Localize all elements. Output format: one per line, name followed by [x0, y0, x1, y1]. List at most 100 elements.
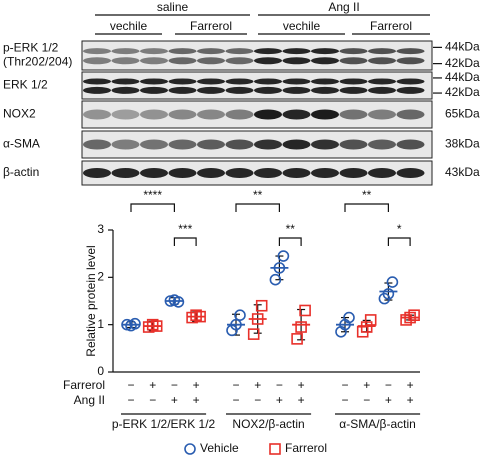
- band: [225, 86, 254, 94]
- data-point: [386, 276, 399, 288]
- size-label: 43kDa: [445, 165, 480, 179]
- row-label: (Thr202/204): [3, 55, 72, 69]
- data-point: [234, 309, 246, 322]
- group-label: NOX2/β-actin: [232, 417, 304, 431]
- condition-sign: −: [149, 393, 156, 407]
- data-point: [299, 304, 311, 317]
- data-point: [269, 273, 282, 286]
- subgroup-label: Farrerol: [190, 19, 232, 33]
- y-tick-label: 1: [97, 317, 104, 331]
- condition-sign: −: [127, 393, 134, 407]
- significance-label: **: [286, 222, 296, 236]
- data-point: [146, 318, 159, 331]
- band: [368, 109, 396, 120]
- band: [111, 109, 140, 120]
- band: [140, 109, 168, 120]
- data-point: [291, 333, 303, 345]
- significance-bracket: [130, 203, 175, 212]
- significance-label: **: [362, 188, 372, 202]
- band: [282, 168, 311, 178]
- y-tick-label: 0: [97, 364, 104, 378]
- band: [140, 168, 168, 178]
- band: [225, 48, 254, 55]
- group-label: p-ERK 1/2/ERK 1/2: [112, 417, 216, 431]
- band: [254, 168, 282, 178]
- condition-sign: +: [407, 378, 414, 392]
- band: [339, 86, 368, 94]
- size-label: 44kDa: [445, 40, 480, 54]
- subgroup-label: Farrerol: [370, 19, 412, 33]
- band: [140, 48, 168, 55]
- condition-sign: −: [127, 378, 134, 392]
- significance-bracket: [173, 237, 197, 246]
- condition-sign: +: [385, 393, 392, 407]
- significance-label: *: [397, 222, 402, 236]
- data-point: [190, 309, 202, 322]
- blot-panel: [81, 40, 433, 71]
- group-label: saline: [157, 0, 189, 14]
- band: [368, 78, 396, 85]
- band: [282, 57, 311, 65]
- condition-sign: +: [171, 393, 178, 407]
- band: [83, 78, 111, 85]
- condition-sign: −: [341, 393, 348, 407]
- band: [311, 109, 339, 120]
- band: [83, 168, 111, 178]
- blot-panel: [81, 71, 433, 100]
- row-label: ERK 1/2: [3, 78, 48, 92]
- band: [197, 168, 225, 178]
- row-label: α-SMA: [3, 137, 40, 151]
- data-point: [360, 321, 373, 333]
- condition-sign: +: [276, 393, 283, 407]
- data-point: [273, 262, 286, 274]
- row-label: β-actin: [3, 165, 39, 179]
- band: [111, 78, 140, 85]
- band: [225, 109, 254, 120]
- data-point: [382, 288, 395, 300]
- band: [396, 139, 425, 150]
- band: [282, 86, 311, 94]
- condition-sign: +: [193, 393, 200, 407]
- condition-sign: −: [276, 378, 283, 392]
- band: [339, 139, 368, 150]
- condition-sign: +: [298, 393, 305, 407]
- band: [140, 86, 168, 94]
- significance-label: ***: [178, 222, 192, 236]
- band: [282, 48, 311, 55]
- data-point: [343, 311, 355, 324]
- condition-sign: +: [407, 393, 414, 407]
- size-label: 42kDa: [445, 85, 480, 99]
- data-point: [129, 317, 141, 330]
- row-label: NOX2: [3, 107, 36, 121]
- group-label: α-SMA/β-actin: [339, 417, 416, 431]
- band: [368, 139, 396, 150]
- band: [168, 86, 197, 94]
- significance-label: **: [253, 188, 263, 202]
- band: [254, 86, 282, 94]
- data-point: [295, 321, 307, 333]
- data-point: [277, 250, 290, 262]
- data-point: [230, 318, 242, 331]
- band: [83, 86, 111, 94]
- band: [168, 139, 197, 150]
- condition-sign: −: [232, 393, 239, 407]
- data-point: [142, 321, 155, 333]
- band: [396, 109, 425, 120]
- band: [339, 57, 368, 65]
- condition-sign: +: [254, 378, 261, 392]
- band: [225, 57, 254, 65]
- band: [168, 168, 197, 178]
- data-point: [404, 311, 416, 324]
- band: [168, 48, 197, 55]
- band: [111, 86, 140, 94]
- band: [339, 78, 368, 85]
- condition-sign: +: [193, 378, 200, 392]
- band: [254, 48, 282, 55]
- band: [225, 139, 254, 150]
- band: [311, 86, 339, 94]
- data-point: [150, 320, 163, 332]
- band: [339, 168, 368, 178]
- band: [368, 48, 396, 55]
- condition-sign: −: [232, 378, 239, 392]
